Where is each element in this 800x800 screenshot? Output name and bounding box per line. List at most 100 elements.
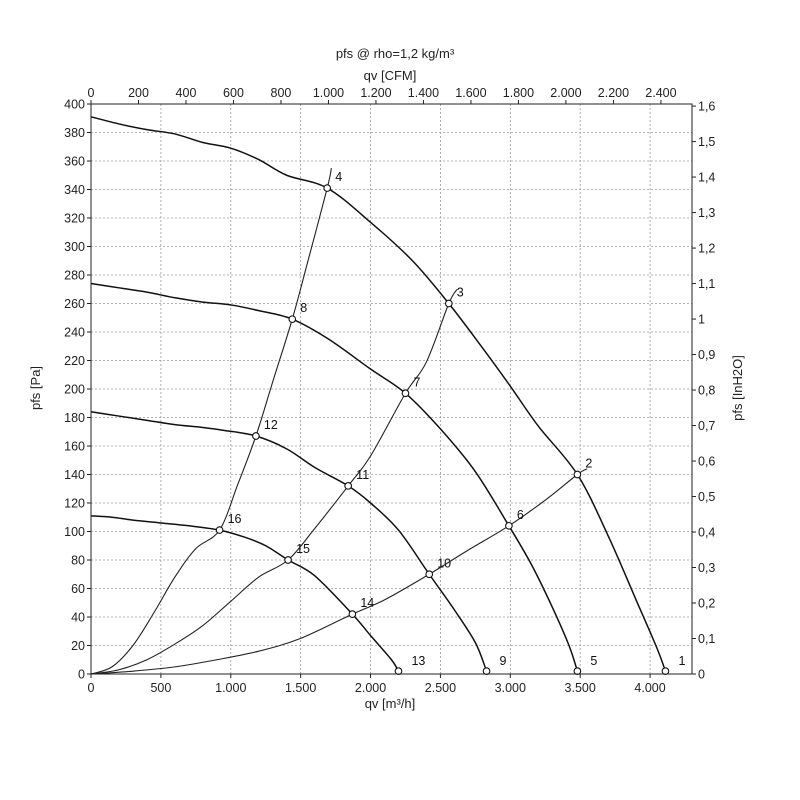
y-right-tick-label: 0,3 bbox=[698, 561, 715, 575]
top-axis-title: qv [CFM] bbox=[364, 68, 417, 83]
operating-point-label: 2 bbox=[585, 457, 592, 471]
axes: 0 500 1.000 1.500 2.000 2.500 3.000 3.500 4.0000… bbox=[64, 86, 715, 695]
x-top-tick-label: 0 bbox=[88, 86, 95, 100]
operating-point-marker bbox=[661, 667, 670, 676]
y-left-tick-label: 20 bbox=[71, 639, 85, 653]
x-bottom-tick-label: 3.500 bbox=[565, 681, 596, 695]
fan-curve-line bbox=[90, 282, 579, 672]
operating-point-marker bbox=[573, 470, 582, 479]
y-left-tick-label: 340 bbox=[64, 183, 85, 197]
operating-point-label: 9 bbox=[500, 654, 507, 668]
x-top-tick-label: 1.600 bbox=[455, 86, 486, 100]
operating-point-marker bbox=[348, 610, 357, 619]
operating-point-marker bbox=[344, 482, 353, 490]
x-top-tick-label: 2.200 bbox=[598, 86, 629, 100]
x-top-tick-label: 600 bbox=[223, 86, 244, 100]
y-left-tick-label: 260 bbox=[64, 297, 85, 311]
y-right-tick-label: 0,1 bbox=[698, 632, 715, 646]
y-right-tick-label: 1,5 bbox=[698, 135, 715, 149]
y-left-tick-label: 320 bbox=[64, 212, 85, 226]
operating-point-marker bbox=[425, 570, 434, 579]
y-right-tick-label: 0,5 bbox=[698, 490, 715, 504]
x-top-tick-label: 1.800 bbox=[503, 86, 534, 100]
y-left-tick-label: 220 bbox=[64, 354, 85, 368]
x-bottom-tick-label: 1.500 bbox=[285, 681, 316, 695]
operating-point-label: 14 bbox=[360, 596, 374, 610]
operating-point-label: 8 bbox=[300, 301, 307, 315]
x-top-tick-label: 1.000 bbox=[313, 86, 344, 100]
y-left-tick-label: 360 bbox=[64, 155, 85, 169]
y-right-tick-label: 0,7 bbox=[698, 419, 715, 433]
y-left-tick-label: 280 bbox=[64, 269, 85, 283]
x-bottom-tick-label: 0 bbox=[88, 681, 95, 695]
y-right-tick-label: 0,6 bbox=[698, 455, 715, 469]
x-bottom-tick-label: 3.000 bbox=[495, 681, 526, 695]
fan-curve-line bbox=[90, 116, 667, 672]
y-left-tick-label: 0 bbox=[78, 668, 85, 682]
operating-point-label: 4 bbox=[335, 170, 342, 184]
x-bottom-tick-label: 500 bbox=[150, 681, 171, 695]
bottom-axis-title: qv [m³/h] bbox=[365, 696, 416, 711]
y-left-tick-label: 200 bbox=[64, 383, 85, 397]
operating-point-marker bbox=[505, 521, 513, 530]
y-left-tick-label: 380 bbox=[64, 126, 85, 140]
y-left-tick-label: 140 bbox=[64, 468, 85, 482]
y-left-tick-label: 40 bbox=[71, 611, 85, 625]
operating-point-label: 11 bbox=[356, 468, 369, 482]
y-right-tick-label: 0,2 bbox=[698, 597, 715, 611]
operating-point-label: 1 bbox=[678, 654, 685, 668]
x-bottom-tick-label: 4.000 bbox=[634, 681, 665, 695]
y-left-tick-label: 120 bbox=[64, 497, 85, 511]
y-right-tick-label: 1,1 bbox=[698, 277, 715, 291]
y-left-tick-label: 180 bbox=[64, 411, 85, 425]
left-axis-title: pfs [Pa] bbox=[28, 366, 43, 410]
fan-curve-line bbox=[90, 515, 400, 672]
grid bbox=[91, 104, 692, 674]
operating-point-label: 12 bbox=[264, 418, 278, 432]
x-top-tick-label: 2.000 bbox=[550, 86, 581, 100]
curves bbox=[90, 116, 667, 675]
x-top-tick-label: 400 bbox=[176, 86, 197, 100]
system-curve-line bbox=[90, 468, 588, 675]
x-bottom-tick-label: 2.000 bbox=[355, 681, 386, 695]
y-right-tick-label: 0,8 bbox=[698, 384, 715, 398]
operating-point-label: 5 bbox=[590, 654, 597, 668]
operating-point-label: 7 bbox=[413, 375, 420, 389]
operating-point-label: 16 bbox=[228, 512, 242, 526]
operating-point-marker bbox=[482, 667, 491, 676]
x-top-tick-label: 200 bbox=[128, 86, 149, 100]
y-left-tick-label: 300 bbox=[64, 240, 85, 254]
operating-point-label: 13 bbox=[411, 654, 425, 668]
system-curve-line bbox=[90, 288, 458, 675]
operating-point-marker bbox=[323, 184, 332, 192]
operating-point-label: 10 bbox=[437, 556, 451, 570]
chart-title: pfs @ rho=1,2 kg/m³ bbox=[336, 46, 455, 61]
x-top-tick-label: 1.200 bbox=[360, 86, 391, 100]
y-right-tick-label: 1,3 bbox=[698, 206, 715, 220]
y-right-tick-label: 0,4 bbox=[698, 526, 715, 540]
x-bottom-tick-label: 1.000 bbox=[215, 681, 246, 695]
operating-point-marker bbox=[394, 667, 403, 676]
fan-curve-line bbox=[90, 411, 488, 672]
operating-point-label: 15 bbox=[296, 542, 310, 556]
y-right-tick-label: 1 bbox=[698, 313, 705, 327]
operating-point-marker bbox=[284, 556, 292, 564]
x-top-tick-label: 800 bbox=[271, 86, 292, 100]
operating-point-label: 3 bbox=[457, 286, 464, 300]
operating-point-marker bbox=[573, 667, 582, 676]
y-left-tick-label: 240 bbox=[64, 326, 85, 340]
y-right-tick-label: 1,6 bbox=[698, 100, 715, 114]
x-top-tick-label: 2.400 bbox=[645, 86, 676, 100]
y-right-tick-label: 0 bbox=[698, 668, 705, 682]
y-left-tick-label: 80 bbox=[71, 554, 85, 568]
y-right-tick-label: 1,2 bbox=[698, 242, 715, 256]
x-top-tick-label: 1.400 bbox=[408, 86, 439, 100]
x-bottom-tick-label: 2.500 bbox=[425, 681, 456, 695]
operating-point-label: 6 bbox=[517, 508, 524, 522]
operating-point-marker bbox=[215, 526, 224, 534]
y-left-tick-label: 400 bbox=[64, 98, 85, 112]
y-left-tick-label: 160 bbox=[64, 440, 85, 454]
